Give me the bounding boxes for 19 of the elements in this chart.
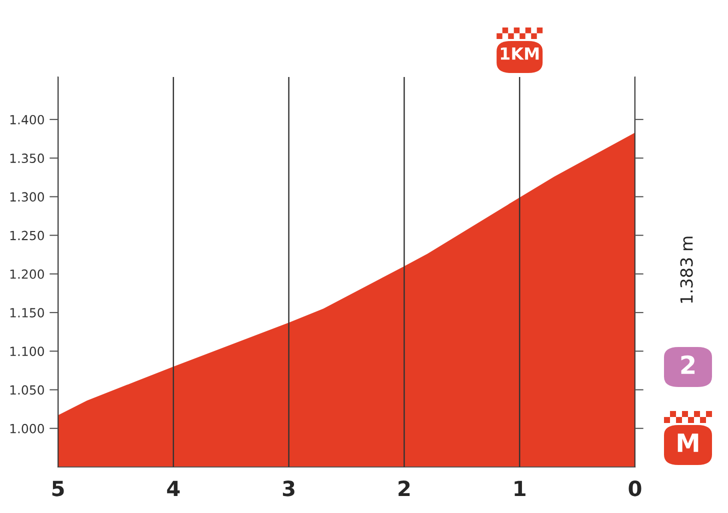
y-tick-label: 1.350: [10, 154, 44, 164]
text: 1.383 m: [680, 236, 693, 303]
y-tick-label: 1.050: [10, 385, 44, 395]
y-tick-label: 1.000: [10, 424, 44, 434]
text: M: [678, 434, 698, 452]
text: 1KM: [500, 47, 539, 60]
x-tick-label: 1: [514, 480, 526, 496]
y-tick-label: 1.300: [10, 192, 44, 202]
y-tick-label: 1.400: [10, 114, 44, 124]
y-tick-label: 1.100: [10, 346, 44, 356]
x-tick-label: 3: [282, 480, 294, 496]
y-tick-label: 1.250: [10, 230, 44, 240]
y-tick-label: 1.150: [10, 308, 44, 318]
y-tick-label: 1.200: [10, 269, 44, 279]
x-tick-label: 0: [628, 480, 642, 496]
x-tick-label: 5: [52, 480, 64, 496]
x-tick-label: 4: [167, 480, 180, 496]
x-tick-label: 2: [398, 480, 410, 496]
text: 2: [681, 355, 695, 374]
